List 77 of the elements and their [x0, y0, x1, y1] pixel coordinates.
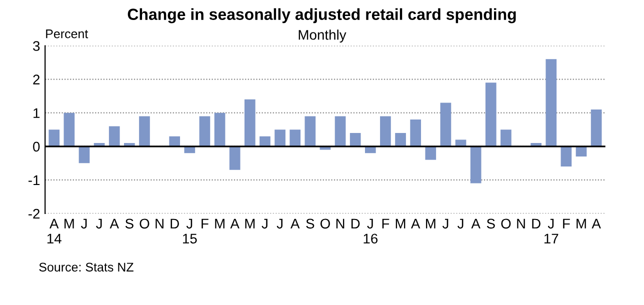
x-tick-label: J 16 — [364, 218, 378, 244]
bar — [290, 130, 301, 146]
bar — [334, 116, 346, 146]
x-tick-label: J — [276, 218, 282, 229]
bar — [214, 112, 226, 146]
bar — [78, 146, 90, 164]
x-tick-label: S — [306, 218, 314, 229]
bar — [350, 132, 361, 146]
x-tick-label: A — [230, 218, 240, 228]
y-tick-label: 0 — [33, 142, 40, 152]
x-tick-label: D — [532, 218, 540, 228]
x-tick-label: J 17 — [544, 218, 558, 244]
x-tick-label: M — [576, 218, 586, 228]
x-tick-label: N — [517, 218, 525, 228]
x-tick-label: D — [351, 218, 360, 228]
bar — [500, 130, 512, 146]
y-tick-label: 3 — [33, 41, 40, 51]
x-tick-label: J — [80, 218, 87, 229]
source-note: Source: Stats NZ — [39, 262, 134, 272]
x-tick-label: M — [64, 218, 74, 228]
bar — [560, 146, 572, 167]
bar — [410, 120, 422, 146]
bar — [229, 146, 240, 170]
chart-title: Change in seasonally adjusted retail card spending — [128, 8, 516, 24]
x-tick-label: J — [458, 218, 464, 229]
bar — [274, 130, 286, 146]
x-tick-label: A — [110, 218, 119, 228]
bar — [184, 146, 196, 154]
bar — [590, 109, 602, 146]
y-tick-label: 2 — [33, 74, 40, 84]
bar — [546, 59, 557, 146]
x-tick-label: O — [320, 218, 330, 229]
bar — [169, 136, 180, 146]
bar — [64, 112, 75, 146]
bar — [395, 132, 406, 146]
bar — [304, 116, 316, 146]
x-tick-label: N — [336, 218, 344, 228]
x-tick-label: S — [486, 218, 495, 229]
x-tick-label: J — [262, 218, 268, 229]
y-tick-label: -2 — [28, 208, 40, 219]
bar — [425, 146, 436, 160]
x-tick-label: M — [396, 218, 406, 228]
x-tick-label: O — [140, 218, 150, 229]
x-tick-label: F — [382, 218, 390, 228]
x-tick-label: M — [215, 218, 224, 228]
bar — [199, 116, 210, 146]
y-axis-title: Percent — [46, 30, 88, 38]
bar — [48, 130, 60, 146]
bar — [485, 82, 496, 146]
chart-subtitle: Monthly — [298, 30, 346, 43]
bar — [576, 146, 587, 156]
x-tick-label: J 15 — [183, 218, 197, 244]
x-tick-label: F — [563, 218, 570, 228]
bar — [440, 102, 452, 146]
x-tick-label: J — [442, 218, 448, 229]
bar — [364, 146, 376, 154]
x-tick-label: M — [426, 218, 436, 228]
bar — [260, 136, 270, 146]
x-tick-label: A — [471, 218, 480, 228]
bar — [380, 116, 391, 146]
bar — [470, 146, 482, 184]
x-tick-label: D — [170, 218, 179, 228]
bar — [244, 99, 256, 146]
x-tick-label: J — [96, 218, 102, 229]
x-tick-label: A 14 — [47, 218, 62, 244]
x-tick-label: A — [410, 218, 420, 228]
y-tick-label: -1 — [28, 175, 40, 185]
x-tick-label: S — [125, 218, 134, 229]
x-tick-label: A — [592, 218, 601, 228]
x-tick-label: N — [156, 218, 164, 228]
bar — [108, 126, 120, 146]
x-tick-label: F — [202, 218, 208, 228]
bar — [139, 116, 150, 146]
y-tick-label: 1 — [34, 108, 40, 118]
x-tick-label: O — [501, 218, 511, 229]
x-tick-label: A — [290, 218, 300, 228]
x-tick-label: M — [245, 218, 255, 228]
